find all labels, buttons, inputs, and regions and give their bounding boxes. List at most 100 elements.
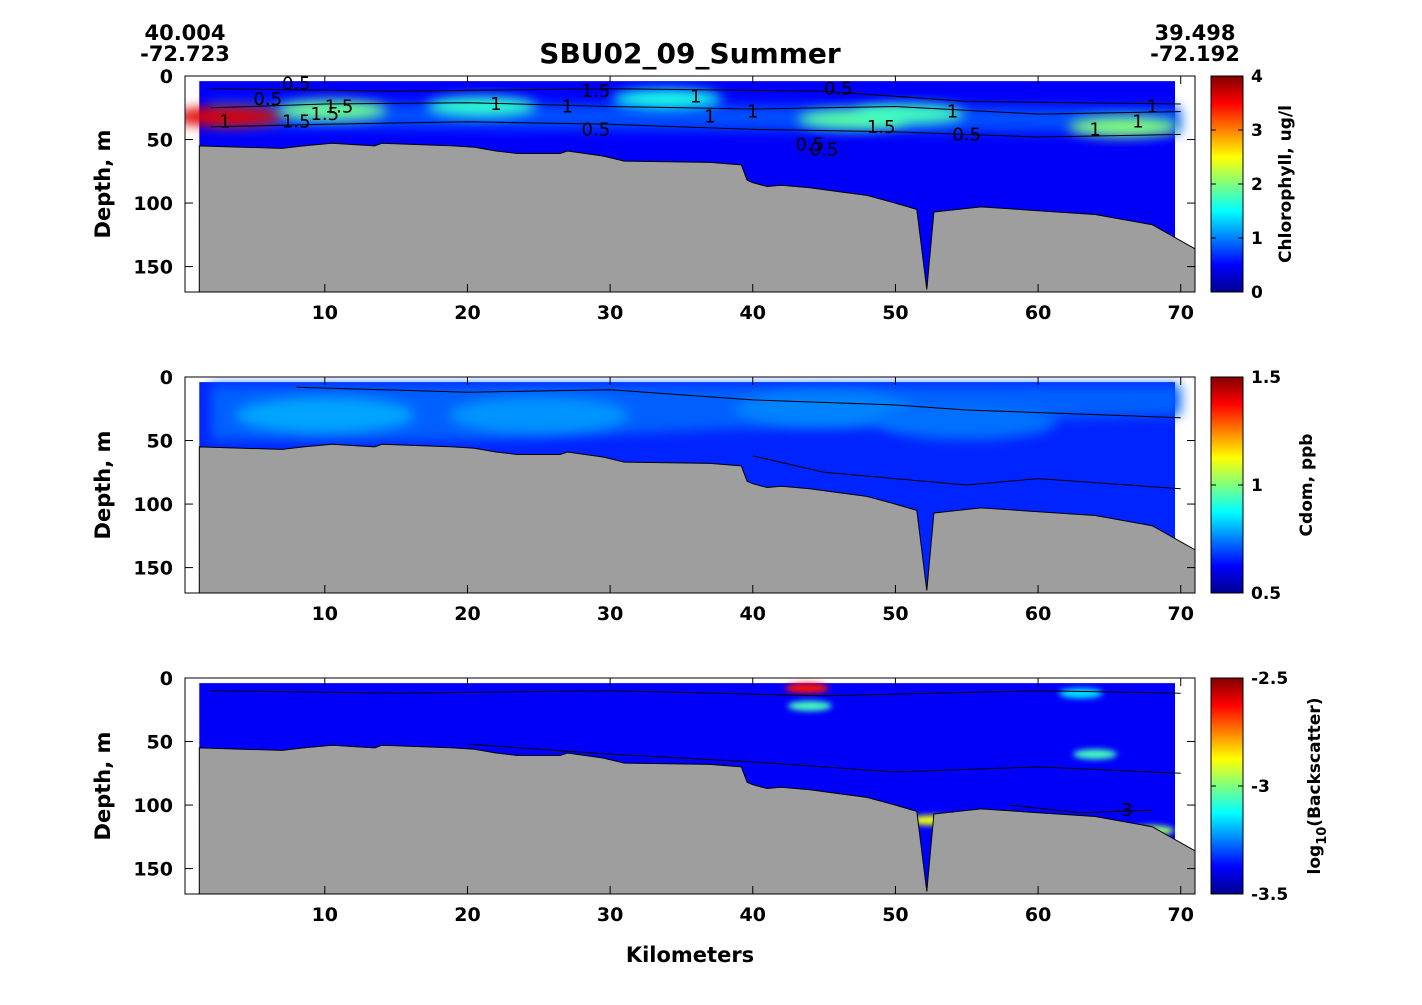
contour-line (467, 743, 1181, 774)
y-tick-label: 0 (160, 668, 173, 690)
panel-backscatter: -3 10 20 30 40 50 60 70 0 50 100 150 Depth, m -3.5… (91, 668, 1330, 926)
x-tick-label: 10 (312, 904, 338, 926)
colorbar-tick-label: -3 (1251, 777, 1270, 797)
axes-frame (184, 376, 1196, 594)
contour-label: 1 (690, 86, 701, 107)
seafloor-cdom (198, 443, 1195, 593)
y-axis-label-backscatter: Depth, m (91, 732, 115, 841)
heat-patch (784, 683, 829, 694)
contour-label: 1 (490, 94, 501, 115)
seafloor-backscatter (198, 744, 1195, 894)
seafloor-chlorophyll (198, 142, 1195, 292)
contour-label: 1.5 (867, 117, 896, 138)
y-tick-label: 0 (160, 66, 173, 88)
y-tick-label: 100 (133, 494, 173, 516)
contour-lines-chlorophyll (210, 88, 1181, 138)
y-tick-label: 150 (133, 257, 173, 279)
heat-patch (612, 88, 723, 109)
contour-line (296, 386, 1181, 419)
heat-patch (276, 100, 387, 121)
colorbar-tick-label: -2.5 (1251, 669, 1288, 689)
colorbar-cdom: 0.5 1 1.5 (1210, 368, 1281, 604)
heat-patch (1068, 116, 1179, 137)
heat-band (210, 384, 1181, 441)
colorbar-label-backscatter: log10(Backscatter) (1305, 698, 1330, 875)
x-tick-label: 30 (597, 603, 623, 625)
colorbar-tick-label: 1.5 (1251, 368, 1281, 388)
heat-patch (787, 700, 832, 711)
start-longitude: -72.723 (140, 42, 230, 66)
contour-label: 0.5 (824, 79, 853, 100)
figure-title: SBU02_09_Summer (539, 37, 841, 70)
axes-cdom: 10 20 30 40 50 60 70 0 50 100 150 (133, 367, 1196, 625)
colorbar-tick-label: 3 (1251, 121, 1263, 141)
axes-frame (184, 75, 1196, 293)
colorbar-tick-label: -3.5 (1251, 885, 1288, 905)
x-tick-label: 40 (740, 904, 766, 926)
y-axis-label-cdom: Depth, m (91, 431, 115, 540)
y-tick-label: 50 (147, 431, 173, 453)
axes-frame (184, 677, 1196, 895)
x-tick-label: 10 (312, 302, 338, 324)
heat-patch (1073, 749, 1118, 760)
contour-label: 1.5 (582, 81, 611, 102)
colorbar-tick-label: 0 (1251, 283, 1263, 303)
colorbar-backscatter: -3.5 -3 -2.5 (1210, 669, 1288, 905)
contour-line (1009, 804, 1153, 814)
contour-label: 1 (747, 102, 758, 123)
contour-label: 1.5 (325, 96, 354, 117)
contour-label: 1 (562, 96, 573, 117)
contour-label: 0.5 (952, 124, 981, 145)
heat-patches-cdom (210, 384, 1181, 441)
x-tick-label: 10 (312, 603, 338, 625)
end-longitude: -72.192 (1150, 42, 1240, 66)
heat-patch (426, 96, 537, 117)
plot-area-chlorophyll: 0.50.51.5111.50.51110.50.51110.51.510.50… (185, 76, 1195, 292)
heat-patch (185, 106, 283, 127)
contour-line (210, 102, 1181, 115)
end-latitude: 39.498 (1154, 21, 1235, 45)
colorbar-gradient (1210, 376, 1244, 594)
contour-line (210, 88, 1181, 105)
x-tick-label: 70 (1168, 603, 1194, 625)
colorbar-label-chlorophyll: Chlorophyll, ug/l (1276, 105, 1296, 263)
plot-area-cdom (198, 382, 1195, 593)
contour-line (752, 455, 1181, 490)
contour-labels-chlorophyll: 0.50.51.5111.50.51110.50.51110.51.510.50… (219, 76, 1158, 161)
contour-label: 1 (704, 107, 715, 128)
contour-labels-backscatter: -3 (1115, 800, 1133, 821)
colorbar-chlorophyll: 0 1 2 3 4 (1210, 67, 1263, 303)
panel-cdom: 10 20 30 40 50 60 70 0 50 100 150 Depth, m 0.5 1 1.5… (91, 367, 1317, 625)
colorbar-label-cdom: Cdom, ppb (1297, 434, 1317, 537)
contour-label: 0.5 (582, 119, 611, 140)
heat-patch (1058, 688, 1103, 699)
contour-label: 0.5 (796, 135, 825, 156)
contour-label: 1 (1089, 119, 1100, 140)
x-tick-label: 60 (1025, 904, 1051, 926)
y-tick-label: 100 (133, 193, 173, 215)
colorbar-tick-label: 1 (1251, 476, 1263, 496)
x-tick-label: 20 (454, 603, 480, 625)
colorbar-tick-label: 4 (1251, 67, 1263, 87)
contour-lines-backscatter (210, 690, 1181, 814)
axes-chlorophyll: 10 20 30 40 50 60 70 0 50 100 150 (133, 66, 1196, 324)
contour-label: 1.5 (310, 104, 339, 125)
x-tick-label: 20 (454, 302, 480, 324)
x-tick-label: 60 (1025, 603, 1051, 625)
x-tick-label: 30 (597, 302, 623, 324)
y-tick-label: 0 (160, 367, 173, 389)
contour-line (210, 690, 1181, 697)
y-tick-label: 50 (147, 732, 173, 754)
contour-label: 1 (1132, 112, 1143, 133)
x-axis-label: Kilometers (626, 943, 754, 967)
y-tick-label: 150 (133, 859, 173, 881)
y-tick-label: 50 (147, 130, 173, 152)
panel-chlorophyll: 0.50.51.5111.50.51110.50.51110.51.510.50… (91, 66, 1296, 324)
contour-label: 1 (1146, 96, 1157, 117)
x-tick-label: 50 (882, 603, 908, 625)
contour-label: -3 (1115, 800, 1133, 821)
heat-patch (448, 397, 629, 434)
contour-label: 0.5 (253, 89, 282, 110)
plot-area-backscatter: -3 (198, 683, 1195, 894)
